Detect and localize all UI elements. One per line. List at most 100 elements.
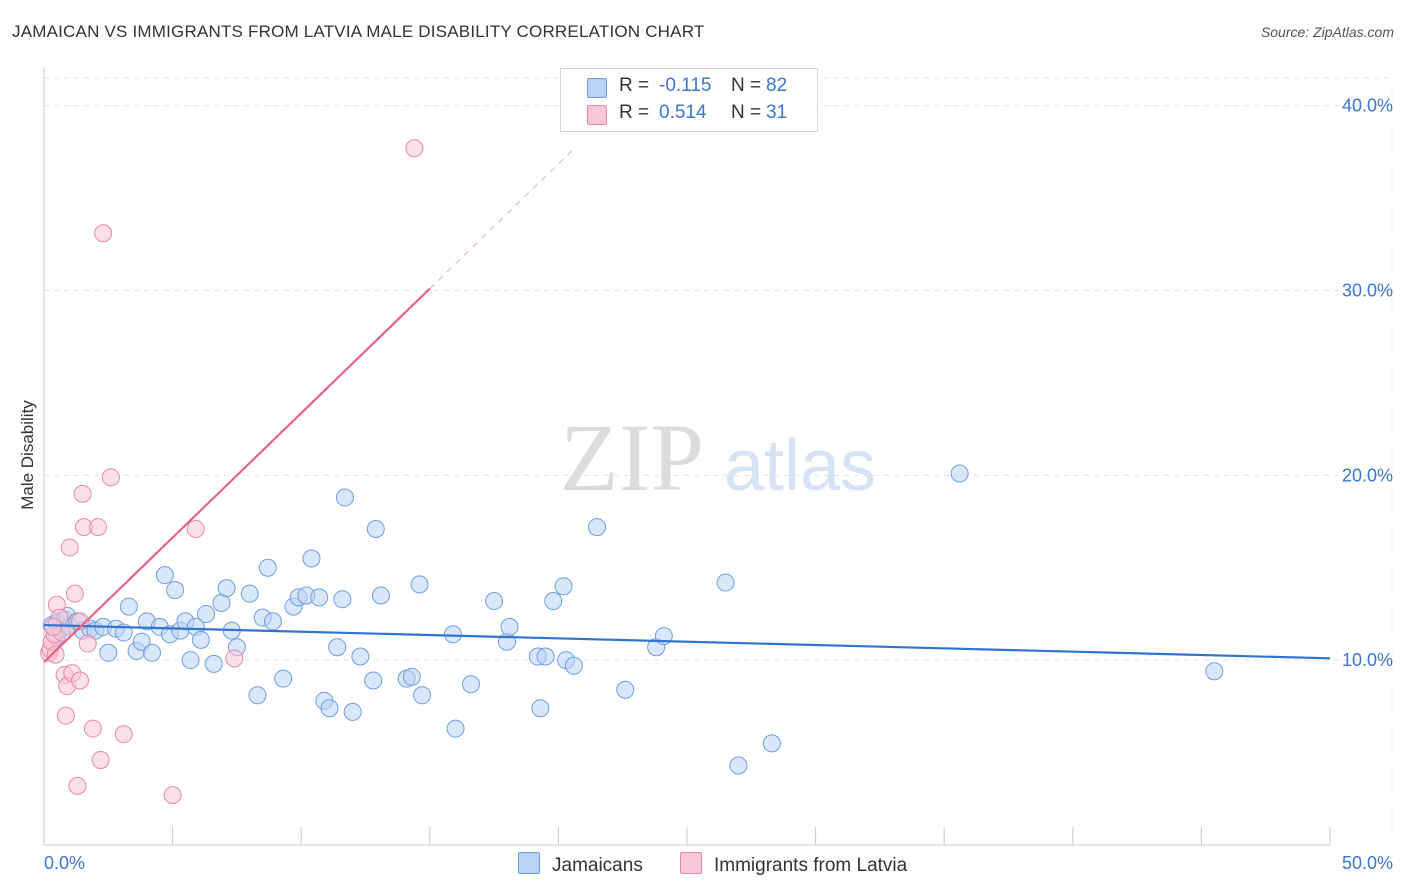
legend-swatch-latvia <box>587 105 607 125</box>
point-jamaicans <box>950 464 969 483</box>
point-jamaicans <box>119 597 138 616</box>
series-jamaicans <box>42 464 1224 775</box>
series-legend: Jamaicans Immigrants from Latvia <box>0 852 1406 878</box>
point-latvia <box>225 649 244 668</box>
point-jamaicans <box>263 612 282 631</box>
point-latvia <box>65 584 84 603</box>
chart-title: JAMAICAN VS IMMIGRANTS FROM LATVIA MALE … <box>12 22 705 41</box>
legend-r-label: R = <box>619 75 650 96</box>
point-jamaicans <box>1205 662 1224 681</box>
legend-swatch-latvia <box>680 852 702 874</box>
point-jamaicans <box>333 590 352 609</box>
point-jamaicans <box>485 592 504 611</box>
point-jamaicans <box>191 630 210 649</box>
legend-r-label: R = <box>619 102 650 123</box>
point-jamaicans <box>364 671 383 690</box>
series-latvia <box>40 139 424 805</box>
trendline-latvia <box>43 287 431 663</box>
point-jamaicans <box>143 643 162 662</box>
point-jamaicans <box>343 702 362 721</box>
point-latvia <box>71 671 90 690</box>
point-jamaicans <box>616 680 635 699</box>
y-tick-label: 20.0% <box>1342 465 1393 485</box>
point-jamaicans <box>564 656 583 675</box>
point-latvia <box>44 617 63 636</box>
point-jamaicans <box>413 686 432 705</box>
point-latvia <box>186 519 205 538</box>
point-jamaicans <box>351 647 370 666</box>
point-jamaicans <box>587 518 606 537</box>
point-jamaicans <box>443 625 462 644</box>
point-jamaicans <box>328 638 347 657</box>
x-tick-label: 0.0% <box>44 853 85 873</box>
point-jamaicans <box>274 669 293 688</box>
point-jamaicans <box>166 580 185 599</box>
watermark-atlas: atlas <box>724 426 876 506</box>
watermark-zip: ZIP <box>560 404 704 511</box>
legend-swatch-jamaicans <box>587 78 607 98</box>
point-jamaicans <box>500 617 519 636</box>
point-latvia <box>101 468 120 487</box>
y-tick-label: 10.0% <box>1342 650 1393 670</box>
x-tick-label: 50.0% <box>1342 853 1393 873</box>
point-latvia <box>78 634 97 653</box>
legend-n-label: N = <box>731 102 762 123</box>
point-jamaicans <box>132 632 151 651</box>
point-jamaicans <box>410 575 429 594</box>
point-latvia <box>94 224 113 243</box>
point-jamaicans <box>446 719 465 738</box>
point-jamaicans <box>155 566 174 585</box>
grid-lines <box>44 77 1393 845</box>
point-latvia <box>56 706 75 725</box>
legend-n-label: N = <box>731 75 762 96</box>
correlation-legend: R = -0.115 N = 82 R = 0.514 N = 31 <box>560 68 818 132</box>
point-latvia <box>73 484 92 503</box>
legend-r-value: 0.514 <box>659 102 707 123</box>
point-latvia <box>60 538 79 557</box>
watermark: ZIP atlas <box>560 404 876 511</box>
trendline-latvia-extension <box>429 145 577 290</box>
point-jamaicans <box>366 519 385 538</box>
y-tick-label: 40.0% <box>1342 96 1393 116</box>
point-jamaicans <box>402 667 421 686</box>
point-jamaicans <box>729 756 748 775</box>
point-jamaicans <box>762 734 781 753</box>
point-latvia <box>91 750 110 769</box>
point-jamaicans <box>217 579 236 598</box>
legend-label-latvia: Immigrants from Latvia <box>714 855 908 876</box>
legend-row-latvia: R = 0.514 N = 31 <box>561 100 817 128</box>
point-jamaicans <box>536 647 555 666</box>
point-jamaicans <box>716 573 735 592</box>
point-latvia <box>405 139 424 158</box>
point-jamaicans <box>544 592 563 611</box>
point-jamaicans <box>181 651 200 670</box>
point-latvia <box>46 645 65 664</box>
legend-n-value: 82 <box>766 75 788 96</box>
point-jamaicans <box>310 588 329 607</box>
point-jamaicans <box>554 577 573 596</box>
point-jamaicans <box>461 675 480 694</box>
legend-swatch-jamaicans <box>518 852 540 874</box>
legend-item-latvia[interactable]: Immigrants from Latvia <box>680 852 907 877</box>
point-jamaicans <box>197 604 216 623</box>
point-jamaicans <box>335 488 354 507</box>
point-jamaicans <box>99 643 118 662</box>
trendline-jamaicans <box>43 623 1331 660</box>
point-latvia <box>163 786 182 805</box>
axes <box>43 68 1331 846</box>
point-jamaicans <box>204 654 223 673</box>
point-jamaicans <box>302 549 321 568</box>
legend-item-jamaicans[interactable]: Jamaicans <box>518 852 643 877</box>
point-latvia <box>114 725 133 744</box>
point-jamaicans <box>320 699 339 718</box>
point-jamaicans <box>240 584 259 603</box>
point-latvia <box>89 518 108 537</box>
point-latvia <box>83 719 102 738</box>
point-latvia <box>68 776 87 795</box>
legend-row-jamaicans: R = -0.115 N = 82 <box>561 73 817 101</box>
point-jamaicans <box>258 558 277 577</box>
y-tick-label: 30.0% <box>1342 281 1393 301</box>
legend-n-value: 31 <box>766 102 788 123</box>
point-jamaicans <box>531 699 550 718</box>
